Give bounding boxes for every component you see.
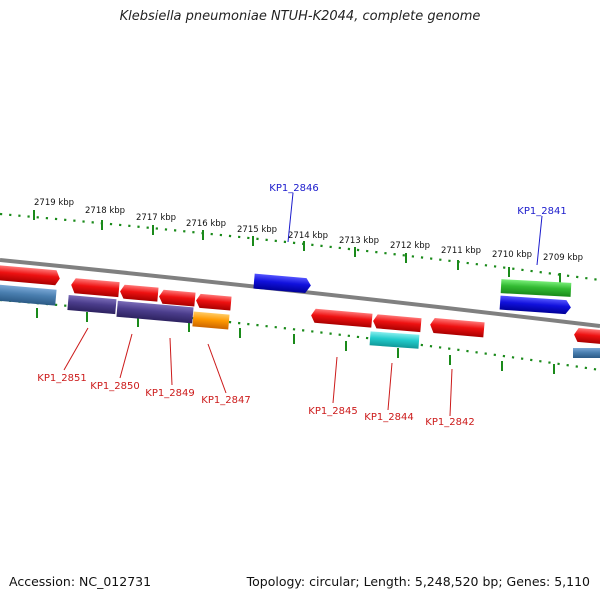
upper-scale-track: [0, 210, 600, 283]
gene-arrow-kp1-2845[interactable]: [311, 308, 373, 328]
gene-arrow[interactable]: [573, 327, 600, 345]
reverse-genes: [0, 284, 600, 358]
gene-arrow-kp1-2847[interactable]: [192, 311, 230, 330]
gene-label-kp1-2844[interactable]: KP1_2844: [364, 412, 413, 423]
gene-arrow[interactable]: [70, 278, 120, 298]
scale-label: 2717 kbp: [136, 213, 176, 223]
forward-genes: [0, 264, 572, 315]
gene-label-kp1-2847[interactable]: KP1_2847: [201, 395, 250, 406]
scale-label: 2710 kbp: [492, 250, 532, 260]
scale-label: 2712 kbp: [390, 241, 430, 251]
gene-labels: KP1_2846 KP1_2841 KP1_2851 KP1_2850 KP1_…: [37, 183, 566, 428]
gene-arrow[interactable]: [369, 331, 420, 349]
label-leader-lines: [63, 192, 543, 417]
gene-arrow-kp1-2846[interactable]: [253, 273, 311, 294]
gene-label-kp1-2849[interactable]: KP1_2849: [145, 388, 194, 399]
gene-arrow-kp1-2841[interactable]: [500, 279, 572, 297]
scale-label: 2709 kbp: [543, 253, 583, 263]
scale-label: 2713 kbp: [339, 236, 379, 246]
gene-arrow[interactable]: [499, 295, 572, 315]
scale-label: 2714 kbp: [288, 231, 328, 241]
scale-label: 2719 kbp: [34, 198, 74, 208]
scale-label: 2716 kbp: [186, 219, 226, 229]
scale-labels: 2719 kbp 2718 kbp 2717 kbp 2716 kbp 2715…: [34, 198, 583, 263]
gene-arrow-kp1-2844[interactable]: [372, 314, 422, 333]
gene-arrow[interactable]: [119, 284, 159, 302]
gene-label-kp1-2846[interactable]: KP1_2846: [269, 183, 318, 194]
gene-arrow-kp1-2850[interactable]: [67, 295, 117, 315]
scale-label: 2715 kbp: [237, 225, 277, 235]
accession-text: Accession: NC_012731: [9, 574, 152, 589]
gene-label-kp1-2842[interactable]: KP1_2842: [425, 417, 474, 428]
gene-arrow[interactable]: [158, 289, 196, 307]
scale-label: 2711 kbp: [441, 246, 481, 256]
gene-label-kp1-2841[interactable]: KP1_2841: [517, 206, 566, 217]
gene-arrow[interactable]: [0, 264, 60, 286]
gene-label-kp1-2845[interactable]: KP1_2845: [308, 406, 357, 417]
gene-arrow[interactable]: [0, 284, 57, 306]
gene-arrow-kp1-2842[interactable]: [429, 318, 485, 338]
gene-arrow-kp1-2849[interactable]: [116, 300, 194, 324]
gene-arrow[interactable]: [573, 348, 600, 358]
gene-label-kp1-2851[interactable]: KP1_2851: [37, 373, 86, 384]
topology-text: Topology: circular; Length: 5,248,520 bp…: [246, 574, 590, 589]
gene-arrow[interactable]: [195, 293, 232, 311]
scale-label: 2718 kbp: [85, 206, 125, 216]
gene-label-kp1-2850[interactable]: KP1_2850: [90, 381, 139, 392]
page-title: Klebsiella pneumoniae NTUH-K2044, comple…: [119, 9, 481, 24]
